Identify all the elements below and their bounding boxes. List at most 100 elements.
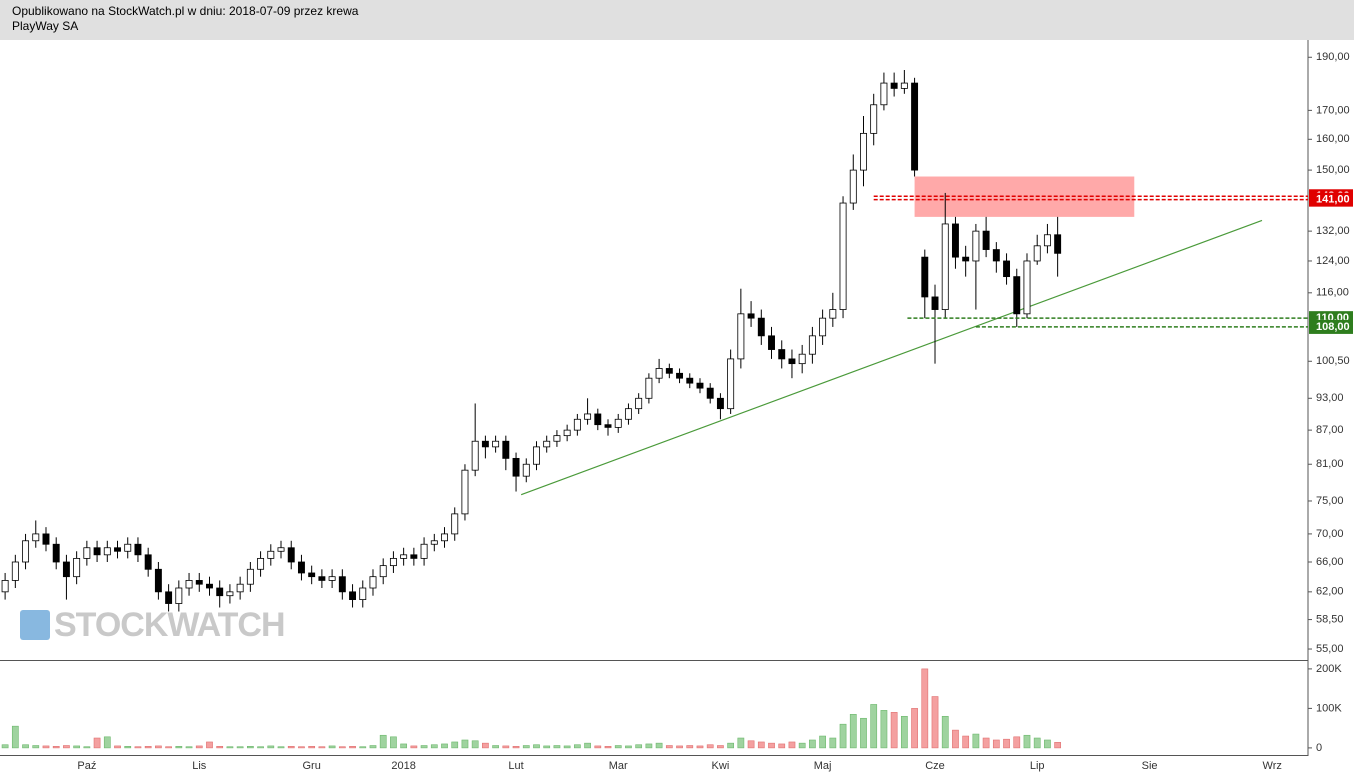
candle-body	[706, 387, 714, 399]
volume-bar	[1044, 739, 1051, 749]
volume-bar	[962, 735, 970, 749]
volume-bar	[451, 741, 459, 749]
volume-bar	[573, 744, 581, 749]
volume-bar	[768, 742, 775, 749]
volume-bar	[594, 745, 602, 749]
volume-bar	[32, 745, 40, 749]
candle-body	[900, 82, 908, 89]
volume-tick-label: 0	[1316, 742, 1322, 754]
candle-body	[430, 540, 438, 545]
volume-bar	[553, 745, 561, 749]
volume-bar	[277, 746, 285, 749]
x-tick-label: Lip	[1030, 760, 1045, 772]
candle-body	[645, 377, 653, 399]
volume-bar	[420, 745, 428, 749]
candle-body	[829, 309, 837, 319]
chart-subtitle: PlayWay SA	[12, 19, 78, 33]
volume-bar	[614, 745, 622, 749]
volume-bar	[287, 746, 295, 749]
x-tick-label: Mar	[609, 760, 628, 772]
watermark: STOCKWATCH	[54, 606, 285, 644]
candle-body	[512, 457, 520, 477]
y-tick-label: 160,00	[1316, 133, 1350, 145]
trend-line	[520, 219, 1263, 496]
volume-bar	[635, 744, 643, 749]
candle-body	[410, 554, 418, 559]
volume-bar	[328, 745, 336, 749]
volume-bar	[604, 746, 612, 749]
candle-body	[1003, 260, 1011, 278]
candle-body	[481, 440, 489, 448]
candle-body	[747, 313, 755, 319]
volume-bar	[482, 742, 489, 749]
candle-body	[716, 397, 724, 410]
candle-body	[206, 583, 213, 589]
candle-body	[870, 104, 878, 134]
volume-bar	[338, 746, 346, 749]
volume-bar	[870, 704, 878, 749]
volume-bar	[441, 743, 448, 749]
y-tick-label: 55,00	[1316, 643, 1344, 655]
candle-body	[737, 313, 745, 360]
candle-body	[624, 408, 632, 420]
candle-body	[154, 568, 162, 593]
volume-bar	[471, 740, 479, 749]
volume-bar	[717, 745, 724, 749]
candle-body	[543, 440, 551, 448]
candle-body	[839, 202, 847, 310]
watermark-icon	[20, 610, 50, 640]
candle-body	[297, 561, 305, 574]
volume-bar	[1023, 734, 1031, 749]
candle-body	[768, 335, 775, 350]
candle-body	[11, 561, 19, 581]
candle-body	[1023, 260, 1031, 315]
volume-bar	[124, 746, 132, 749]
volume-bar	[533, 744, 540, 749]
candle-body	[553, 435, 561, 442]
volume-bar	[185, 746, 193, 749]
volume-bar	[686, 745, 694, 749]
candle-body	[124, 543, 132, 552]
volume-bar	[410, 745, 418, 749]
candle-body	[1033, 245, 1041, 262]
volume-bar	[379, 734, 387, 749]
volume-bar	[257, 746, 264, 749]
candle-body	[175, 587, 183, 604]
x-tick-label: Kwi	[712, 760, 730, 772]
candle-body	[757, 317, 765, 337]
volume-bar	[625, 745, 632, 749]
candle-body	[52, 543, 60, 563]
candle-body	[328, 576, 336, 581]
volume-bar	[63, 745, 70, 749]
volume-bar	[829, 737, 837, 749]
level-label: 141,00	[1316, 194, 1350, 206]
volume-bar	[645, 743, 653, 749]
volume-bar	[727, 742, 735, 749]
volume-bar	[941, 715, 949, 749]
y-tick-label: 62,00	[1316, 586, 1344, 598]
volume-bar	[890, 712, 898, 749]
candle-body	[257, 557, 265, 570]
volume-bar	[747, 740, 755, 749]
volume-bar	[103, 736, 111, 749]
volume-bar	[349, 746, 356, 749]
candle-body	[1, 580, 9, 593]
candle-body	[911, 82, 919, 171]
volume-bar	[52, 746, 60, 749]
volume-bar	[563, 745, 571, 749]
volume-bar	[584, 742, 591, 749]
volume-bar	[298, 746, 305, 749]
candle-body	[277, 547, 285, 552]
candle-body	[962, 256, 970, 262]
candle-body	[573, 418, 581, 431]
candle-body	[563, 429, 571, 437]
chart-title: Opublikowano na StockWatch.pl w dniu: 20…	[12, 4, 359, 18]
candle-body	[226, 591, 234, 597]
volume-bar	[165, 746, 172, 749]
candle-body	[931, 296, 939, 310]
y-tick-label: 93,00	[1316, 392, 1344, 404]
candle-body	[318, 576, 326, 581]
y-tick-label: 170,00	[1316, 104, 1350, 116]
volume-bar	[798, 742, 806, 749]
volume-bar	[665, 745, 673, 749]
